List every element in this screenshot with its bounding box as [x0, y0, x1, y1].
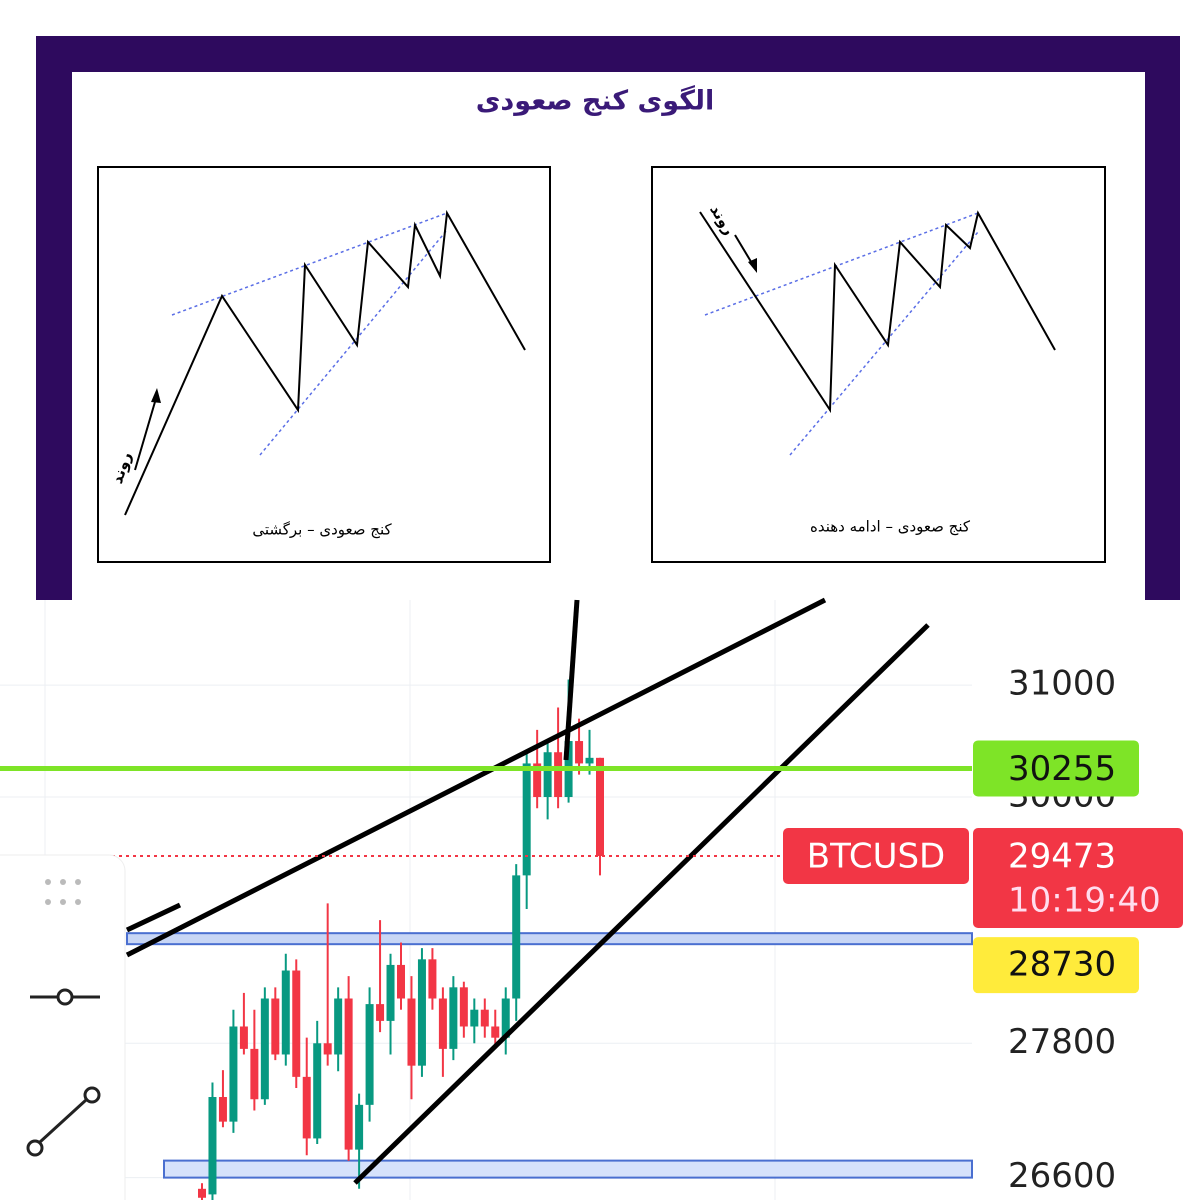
resistance-line [704, 212, 979, 316]
support-line [789, 231, 979, 456]
arrow-head [151, 388, 161, 403]
candle-body [554, 752, 563, 798]
chart: 266002780030000310003025528730BTCUSD2947… [0, 597, 1183, 1204]
candle-body [323, 1043, 332, 1055]
candle-body [585, 757, 594, 764]
candle-body [229, 1026, 238, 1122]
candle-body [239, 1026, 248, 1049]
candle-body [397, 964, 405, 999]
panel [651, 166, 1106, 563]
y-tick-label: 27800 [1008, 1022, 1116, 1062]
toolbar [0, 854, 126, 1204]
drag-dot [60, 899, 66, 905]
arrow-head [748, 258, 757, 273]
candle-body [438, 998, 447, 1049]
drag-dot [45, 899, 51, 905]
candle-body [417, 959, 426, 1066]
trend-line [125, 597, 827, 958]
candle-body [250, 1048, 259, 1100]
y-tick-label: 26600 [1008, 1156, 1116, 1196]
candle-body [459, 987, 468, 1027]
zigzag [124, 209, 526, 516]
candle-body [365, 1004, 374, 1105]
candle-body [533, 763, 542, 798]
price-label-bg [973, 937, 1139, 994]
frame-inner [72, 72, 1145, 600]
drag-dot [45, 879, 51, 885]
zigzag [699, 210, 1056, 414]
candle-body [334, 998, 343, 1055]
candle-body [543, 752, 552, 798]
panel [97, 166, 551, 563]
zone [163, 1159, 973, 1179]
candle-body [470, 1009, 479, 1027]
candle-body [271, 998, 280, 1055]
candle-body [260, 998, 269, 1100]
candle-body [596, 757, 604, 857]
resistance-line [171, 212, 448, 316]
candle-body [281, 970, 290, 1055]
last-price-bg [973, 828, 1183, 929]
tool-icon [38, 1098, 88, 1144]
candle-body [522, 763, 531, 876]
candle-body [198, 1188, 206, 1198]
candle-body [575, 741, 584, 764]
candle-body [313, 1043, 322, 1139]
candle-body [292, 970, 301, 1077]
candle-body [208, 1097, 217, 1195]
candle-body [386, 964, 395, 1021]
y-tick-label: 31000 [1008, 664, 1116, 704]
symbol-label-bg [783, 828, 969, 885]
panel-caption: کنج صعودی – برگشتی [252, 521, 392, 539]
price-label-bg [973, 740, 1139, 797]
candle-body [428, 959, 437, 999]
candle-body [501, 998, 510, 1038]
trend-line [563, 599, 580, 761]
drag-dot [75, 899, 81, 905]
panel-caption: کنج صعودی – ادامه دهنده [810, 518, 971, 536]
candle-body [355, 1104, 364, 1150]
diagram-title: الگوی کنج صعودی [476, 85, 715, 117]
candle-body [302, 1076, 311, 1139]
arrow [134, 394, 158, 471]
symbol-label: BTCUSD [807, 837, 946, 877]
candle-body [449, 987, 458, 1049]
candle-body [480, 1009, 489, 1027]
candle-body [376, 1004, 385, 1021]
candle-body [491, 1026, 500, 1038]
tool-icon [83, 1086, 101, 1104]
trend-line [125, 902, 182, 933]
arrow [734, 234, 754, 266]
zone [126, 932, 973, 946]
countdown-label: 10:19:40 [1008, 881, 1161, 921]
candle-body [512, 875, 521, 999]
tool-icon [26, 1139, 44, 1157]
price-label: 30255 [1008, 749, 1116, 789]
drag-dot [60, 879, 66, 885]
support-line [259, 229, 448, 456]
drag-dot [75, 879, 81, 885]
trend-line [353, 623, 930, 1185]
price-label: 28730 [1008, 945, 1116, 985]
candle-body [218, 1097, 227, 1122]
candle-body [344, 998, 353, 1150]
tool-icon [56, 988, 74, 1006]
last-price-label: 29473 [1008, 837, 1116, 877]
candle-body [407, 998, 416, 1066]
